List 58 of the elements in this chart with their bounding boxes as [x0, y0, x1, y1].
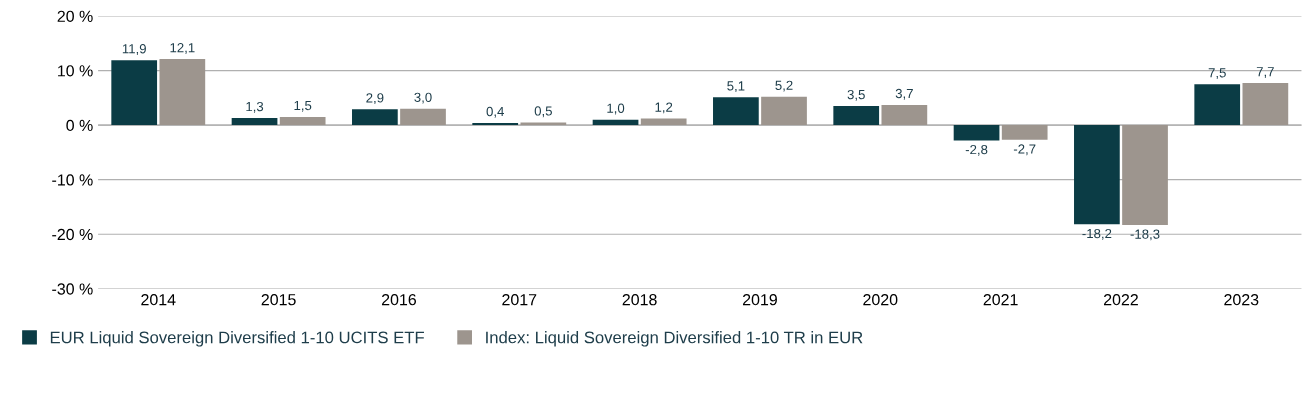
- data-label: 12,1: [170, 43, 195, 54]
- data-label: -2,7: [1013, 144, 1036, 156]
- legend-label: EUR Liquid Sovereign Diversified 1-10 UCITS ETF: [50, 331, 424, 347]
- data-label: 3,7: [895, 88, 913, 100]
- data-label: 0,5: [534, 106, 552, 118]
- bar: [1242, 83, 1289, 126]
- y-tick-label: -30 %: [52, 283, 93, 295]
- y-tick-label: 20 %: [57, 10, 93, 22]
- x-tick-label: 2017: [502, 294, 537, 306]
- y-tick-label: -20 %: [52, 228, 93, 241]
- bar: [1122, 125, 1168, 225]
- bar: [761, 96, 807, 126]
- x-tick-label: 2016: [381, 294, 417, 306]
- data-label: 0,4: [486, 106, 504, 118]
- x-tick-label: 2021: [983, 294, 1018, 306]
- x-tick-label: 2019: [742, 294, 777, 306]
- x-tick-label: 2015: [261, 294, 296, 306]
- legend-label: Index: Liquid Sovereign Diversified 1-10 TR in EUR: [486, 331, 863, 347]
- bar: [713, 97, 759, 126]
- bar: [1001, 125, 1048, 140]
- y-tick-label: 0 %: [66, 119, 93, 132]
- data-label: 7,7: [1256, 67, 1274, 78]
- data-label: 11,9: [122, 44, 146, 55]
- bar: [352, 109, 398, 126]
- data-label: 5,1: [727, 81, 745, 93]
- x-tick-label: 2020: [863, 294, 898, 306]
- bar: [640, 118, 687, 126]
- bar: [881, 104, 928, 126]
- x-tick-label: 2022: [1104, 294, 1138, 306]
- bar: [231, 118, 278, 126]
- bar: [1074, 125, 1120, 225]
- data-label: 7,5: [1208, 68, 1226, 79]
- y-tick-label: -10 %: [52, 174, 93, 186]
- bar: [159, 59, 206, 126]
- bar: [111, 60, 158, 126]
- bar: [472, 122, 519, 126]
- data-label: 3,5: [847, 89, 865, 101]
- data-label: 1,0: [607, 103, 625, 115]
- bar: [1194, 84, 1241, 126]
- bar: [833, 106, 880, 126]
- data-label: 1,5: [294, 100, 312, 112]
- data-label: 3,0: [414, 92, 432, 104]
- x-tick-label: 2023: [1224, 294, 1259, 306]
- data-label: 5,2: [775, 80, 793, 92]
- y-tick-label: 10 %: [58, 65, 93, 77]
- data-label: 1,3: [246, 101, 264, 113]
- data-label: -2,8: [965, 144, 988, 156]
- bar: [279, 116, 326, 126]
- x-tick-label: 2014: [141, 294, 176, 306]
- data-label: 1,2: [655, 102, 673, 114]
- data-label: 2,9: [366, 93, 384, 105]
- bar: [520, 122, 567, 126]
- x-tick-label: 2018: [622, 294, 657, 306]
- data-label: -18,2: [1082, 228, 1112, 240]
- bar: [953, 125, 1000, 141]
- bar: [400, 108, 446, 126]
- bar: [592, 119, 639, 126]
- data-label: -18,3: [1130, 229, 1160, 241]
